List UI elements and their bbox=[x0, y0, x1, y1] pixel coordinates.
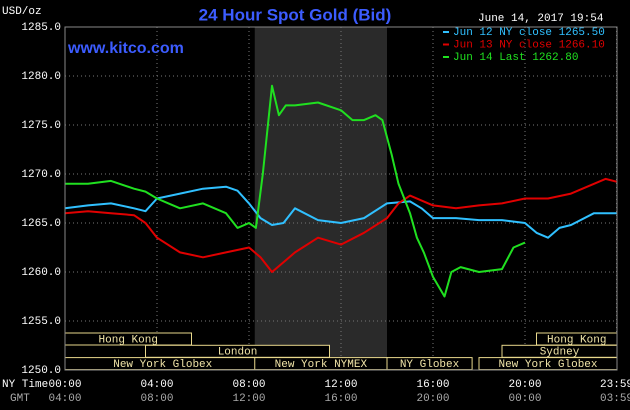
y-tick-label: 1275.0 bbox=[21, 120, 61, 132]
legend-label: Jun 13 NY close 1266.10 bbox=[453, 39, 605, 51]
session-label: New York Globex bbox=[113, 359, 212, 371]
plot-frame bbox=[64, 26, 618, 371]
x2-axis-label: GMT bbox=[10, 393, 30, 405]
legend-label: Jun 14 Last 1262.80 bbox=[453, 52, 578, 64]
session-label: NY Globex bbox=[400, 359, 460, 371]
x-tick-label: 04:00 bbox=[140, 379, 173, 391]
y-tick-label: 1250.0 bbox=[21, 365, 61, 377]
x2-tick-label: 04:00 bbox=[48, 393, 81, 405]
x2-tick-label: 00:00 bbox=[508, 393, 541, 405]
session-label: Hong Kong bbox=[547, 334, 606, 346]
x-axis-label: NY Time bbox=[2, 379, 48, 391]
y-tick-label: 1265.0 bbox=[21, 218, 61, 230]
x-tick-label: 00:00 bbox=[48, 379, 81, 391]
session-label: Hong Kong bbox=[99, 334, 158, 346]
session-label: Sydney bbox=[540, 347, 580, 359]
x-tick-label: 16:00 bbox=[416, 379, 449, 391]
x2-tick-label: 16:00 bbox=[324, 393, 357, 405]
x-tick-label: 23:59 bbox=[600, 379, 630, 391]
y-tick-label: 1280.0 bbox=[21, 71, 61, 83]
timestamp: June 14, 2017 19:54 bbox=[478, 13, 604, 25]
x-tick-label: 12:00 bbox=[324, 379, 357, 391]
x-tick-label: 08:00 bbox=[232, 379, 265, 391]
x2-tick-label: 12:00 bbox=[232, 393, 265, 405]
y-tick-label: 1285.0 bbox=[21, 22, 61, 34]
series-line bbox=[65, 84, 526, 298]
subtitle: www.kitco.com bbox=[67, 40, 184, 57]
chart-title: 24 Hour Spot Gold (Bid) bbox=[199, 5, 392, 24]
y-axis-label: USD/oz bbox=[2, 6, 42, 18]
session-label: London bbox=[218, 347, 258, 359]
y-tick-label: 1255.0 bbox=[21, 316, 61, 328]
y-tick-label: 1260.0 bbox=[21, 267, 61, 279]
x-tick-label: 20:00 bbox=[508, 379, 541, 391]
session-shade bbox=[254, 27, 387, 370]
series-line bbox=[64, 177, 618, 273]
y-tick-label: 1270.0 bbox=[21, 169, 61, 181]
legend-label: Jun 12 NY close 1265.50 bbox=[453, 27, 605, 39]
x2-tick-label: 03:59 bbox=[600, 393, 630, 405]
session-label: New York NYMEX bbox=[275, 359, 368, 371]
x2-tick-label: 20:00 bbox=[416, 393, 449, 405]
series-line bbox=[64, 185, 617, 239]
x2-tick-label: 08:00 bbox=[140, 393, 173, 405]
session-label: New York Globex bbox=[498, 359, 597, 371]
